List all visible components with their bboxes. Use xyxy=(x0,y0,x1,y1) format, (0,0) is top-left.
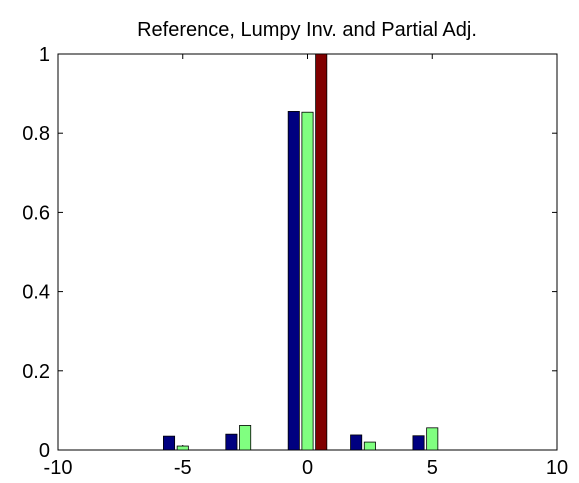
y-tick-label: 0.6 xyxy=(22,202,50,224)
y-tick-label: 0.2 xyxy=(22,361,50,383)
bar xyxy=(239,425,252,451)
y-tick-label: 0.4 xyxy=(22,282,50,304)
bar xyxy=(301,111,314,451)
x-tick-label: 10 xyxy=(546,457,568,479)
y-tick-label: 1 xyxy=(39,44,50,66)
bar xyxy=(350,434,363,451)
bar xyxy=(363,441,376,451)
x-tick-label: 5 xyxy=(427,457,438,479)
bar xyxy=(315,53,328,451)
chart-title: Reference, Lumpy Inv. and Partial Adj. xyxy=(137,19,477,41)
bar xyxy=(176,445,189,451)
bar xyxy=(287,111,300,451)
y-tick-label: 0.8 xyxy=(22,123,50,145)
bar xyxy=(426,427,439,451)
x-tick-label: 0 xyxy=(302,457,313,479)
bar xyxy=(225,433,238,451)
x-tick-label: -5 xyxy=(174,457,192,479)
x-tick-label: -10 xyxy=(44,457,73,479)
y-tick-label: 0 xyxy=(39,440,50,462)
bar xyxy=(412,435,425,451)
bar xyxy=(163,435,176,451)
